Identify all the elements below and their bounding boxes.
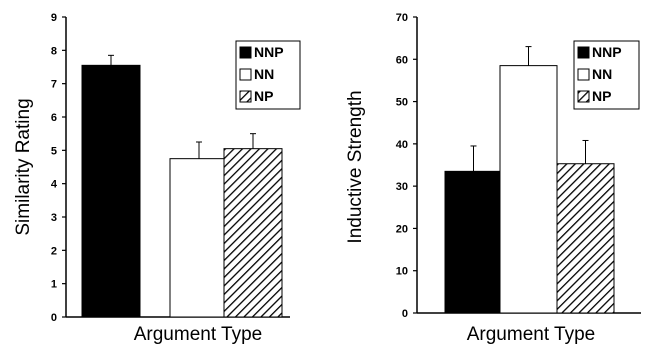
bar-np	[557, 164, 614, 313]
x-axis-label: Argument Type	[467, 324, 596, 345]
y-tick-label: 9	[51, 12, 57, 24]
legend-label-nn: NN	[592, 66, 612, 82]
legend: NNP NN NP	[574, 41, 639, 109]
y-tick-label: 30	[396, 181, 408, 193]
bar-nn	[500, 66, 557, 313]
legend-label-nnp: NNP	[254, 44, 284, 60]
y-tick-label: 20	[396, 223, 408, 235]
legend-swatch-np	[578, 91, 589, 102]
y-tick-label: 40	[396, 139, 408, 151]
y-tick-label: 10	[396, 266, 408, 278]
y-axis-label: Similarity Rating	[13, 98, 34, 235]
bar-nnp	[445, 171, 502, 313]
bar-np	[224, 149, 282, 317]
y-tick-label: 4	[51, 179, 58, 191]
y-tick-label: 70	[396, 12, 408, 24]
legend-swatch-nnp	[240, 47, 251, 58]
legend-label-np: NP	[592, 88, 611, 104]
bar-nnp	[82, 65, 140, 317]
legend-swatch-nn	[578, 69, 589, 80]
y-tick-label: 3	[51, 212, 57, 224]
x-axis-label: Argument Type	[134, 324, 263, 345]
y-tick-label: 5	[51, 145, 57, 157]
y-tick-label: 8	[51, 45, 57, 57]
legend-label-np: NP	[254, 88, 273, 104]
y-tick-label: 1	[51, 279, 57, 291]
bar-nn	[170, 159, 228, 317]
legend-swatch-nn	[240, 69, 251, 80]
legend-swatch-nnp	[578, 47, 589, 58]
y-ticks: 0 10 20 30 40 50 60 70	[396, 12, 417, 320]
y-tick-label: 0	[402, 308, 408, 320]
legend-label-nnp: NNP	[592, 44, 622, 60]
y-tick-label: 50	[396, 97, 408, 109]
y-tick-label: 7	[51, 79, 57, 91]
y-tick-label: 2	[51, 245, 57, 257]
legend: NNP NN NP	[236, 41, 300, 109]
y-axis-label: Inductive Strength	[345, 90, 366, 243]
y-tick-label: 6	[51, 112, 57, 124]
legend-swatch-np	[240, 91, 251, 102]
y-tick-label: 60	[396, 54, 408, 66]
legend-label-nn: NN	[254, 66, 274, 82]
y-tick-label: 0	[51, 312, 57, 324]
similarity-chart: 0 1 2 3 4 5 6 7 8 9 Similarity Rating Argument Ty…	[13, 12, 300, 345]
inductive-strength-chart: 0 10 20 30 40 50 60 70 Inductive Strength Argum…	[345, 12, 641, 345]
y-ticks: 0 1 2 3 4 5 6 7 8 9	[51, 12, 66, 324]
